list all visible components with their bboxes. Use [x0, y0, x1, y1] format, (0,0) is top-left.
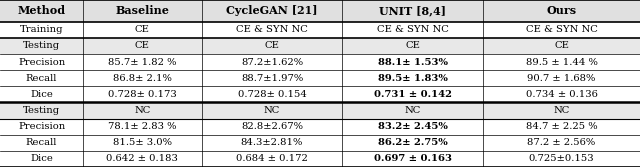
Text: 89.5± 1.83%: 89.5± 1.83%	[378, 74, 448, 83]
Text: 0.684 ± 0.172: 0.684 ± 0.172	[236, 154, 308, 163]
Text: 78.1± 2.83 %: 78.1± 2.83 %	[108, 122, 177, 131]
Text: CE & SYN NC: CE & SYN NC	[377, 25, 449, 34]
Text: 0.734 ± 0.136: 0.734 ± 0.136	[525, 90, 598, 99]
Text: NC: NC	[554, 106, 570, 115]
Text: 84.7 ± 2.25 %: 84.7 ± 2.25 %	[526, 122, 597, 131]
Text: 0.728± 0.173: 0.728± 0.173	[108, 90, 177, 99]
Text: 87.2 ± 2.56%: 87.2 ± 2.56%	[527, 138, 596, 147]
Text: 0.731 ± 0.142: 0.731 ± 0.142	[374, 90, 452, 99]
Text: Dice: Dice	[30, 90, 53, 99]
Text: NC: NC	[134, 106, 150, 115]
Text: 81.5± 3.0%: 81.5± 3.0%	[113, 138, 172, 147]
Text: Recall: Recall	[26, 138, 58, 147]
Text: Baseline: Baseline	[115, 5, 170, 16]
Text: Method: Method	[17, 5, 66, 16]
Text: 88.7±1.97%: 88.7±1.97%	[241, 74, 303, 83]
Text: 0.642 ± 0.183: 0.642 ± 0.183	[106, 154, 179, 163]
Text: 0.697 ± 0.163: 0.697 ± 0.163	[374, 154, 452, 163]
Text: Recall: Recall	[26, 74, 58, 83]
Text: Precision: Precision	[18, 58, 65, 67]
Text: Dice: Dice	[30, 154, 53, 163]
Text: 85.7± 1.82 %: 85.7± 1.82 %	[108, 58, 177, 67]
Text: 86.2± 2.75%: 86.2± 2.75%	[378, 138, 447, 147]
Text: CE: CE	[264, 41, 280, 50]
Text: 90.7 ± 1.68%: 90.7 ± 1.68%	[527, 74, 596, 83]
Text: 82.8±2.67%: 82.8±2.67%	[241, 122, 303, 131]
Text: CycleGAN [21]: CycleGAN [21]	[227, 5, 317, 16]
Text: CE: CE	[135, 25, 150, 34]
Text: 0.728± 0.154: 0.728± 0.154	[237, 90, 307, 99]
Text: NC: NC	[264, 106, 280, 115]
Text: CE: CE	[554, 41, 569, 50]
Text: CE: CE	[405, 41, 420, 50]
Text: CE: CE	[135, 41, 150, 50]
Text: 86.8± 2.1%: 86.8± 2.1%	[113, 74, 172, 83]
Text: Testing: Testing	[23, 106, 60, 115]
Bar	[0, 103, 640, 119]
Text: 87.2±1.62%: 87.2±1.62%	[241, 58, 303, 67]
Text: 88.1± 1.53%: 88.1± 1.53%	[378, 58, 448, 67]
Text: CE & SYN NC: CE & SYN NC	[236, 25, 308, 34]
Text: Testing: Testing	[23, 41, 60, 50]
Bar	[0, 38, 640, 54]
Text: Precision: Precision	[18, 122, 65, 131]
Text: 83.2± 2.45%: 83.2± 2.45%	[378, 122, 448, 131]
Text: UNIT [8,4]: UNIT [8,4]	[380, 5, 446, 16]
Bar	[0, 0, 640, 22]
Text: 89.5 ± 1.44 %: 89.5 ± 1.44 %	[525, 58, 598, 67]
Text: 0.725±0.153: 0.725±0.153	[529, 154, 595, 163]
Text: Ours: Ours	[547, 5, 577, 16]
Text: NC: NC	[404, 106, 421, 115]
Text: Training: Training	[20, 25, 63, 34]
Text: CE & SYN NC: CE & SYN NC	[525, 25, 598, 34]
Text: 84.3±2.81%: 84.3±2.81%	[241, 138, 303, 147]
